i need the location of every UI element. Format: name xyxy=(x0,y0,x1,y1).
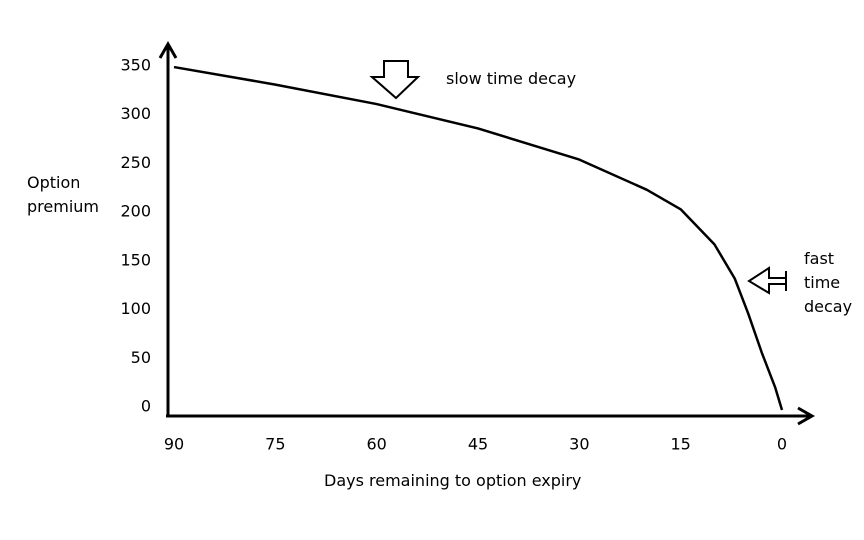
left-arrow-icon xyxy=(747,266,787,295)
x-tick-label: 75 xyxy=(265,435,285,454)
y-tick-label: 50 xyxy=(131,348,151,367)
y-tick-label: 200 xyxy=(120,202,151,221)
y-tick-label: 100 xyxy=(120,299,151,318)
x-tick-label: 45 xyxy=(468,435,488,454)
x-tick-label: 90 xyxy=(164,435,184,454)
x-tick-label: 30 xyxy=(569,435,589,454)
y-tick-label: 150 xyxy=(120,250,151,269)
y-axis-arrow xyxy=(158,40,178,59)
y-tick-label: 0 xyxy=(141,397,151,416)
x-tick-label: 60 xyxy=(366,435,386,454)
y-axis-title: Option premium xyxy=(27,173,99,216)
x-tick-label: 0 xyxy=(777,435,787,454)
y-tick-label: 250 xyxy=(120,153,151,172)
down-arrow-icon xyxy=(369,60,421,100)
x-axis-title: Days remaining to option expiry xyxy=(324,471,582,490)
y-tick-label: 300 xyxy=(120,104,151,123)
y-tick-label: 350 xyxy=(120,56,151,75)
axes xyxy=(158,40,816,426)
x-tick-label: 15 xyxy=(670,435,690,454)
annotation: fast time decay xyxy=(804,249,853,316)
x-axis-arrow xyxy=(797,406,816,426)
line xyxy=(173,65,784,411)
annotation: slow time decay xyxy=(446,69,577,88)
